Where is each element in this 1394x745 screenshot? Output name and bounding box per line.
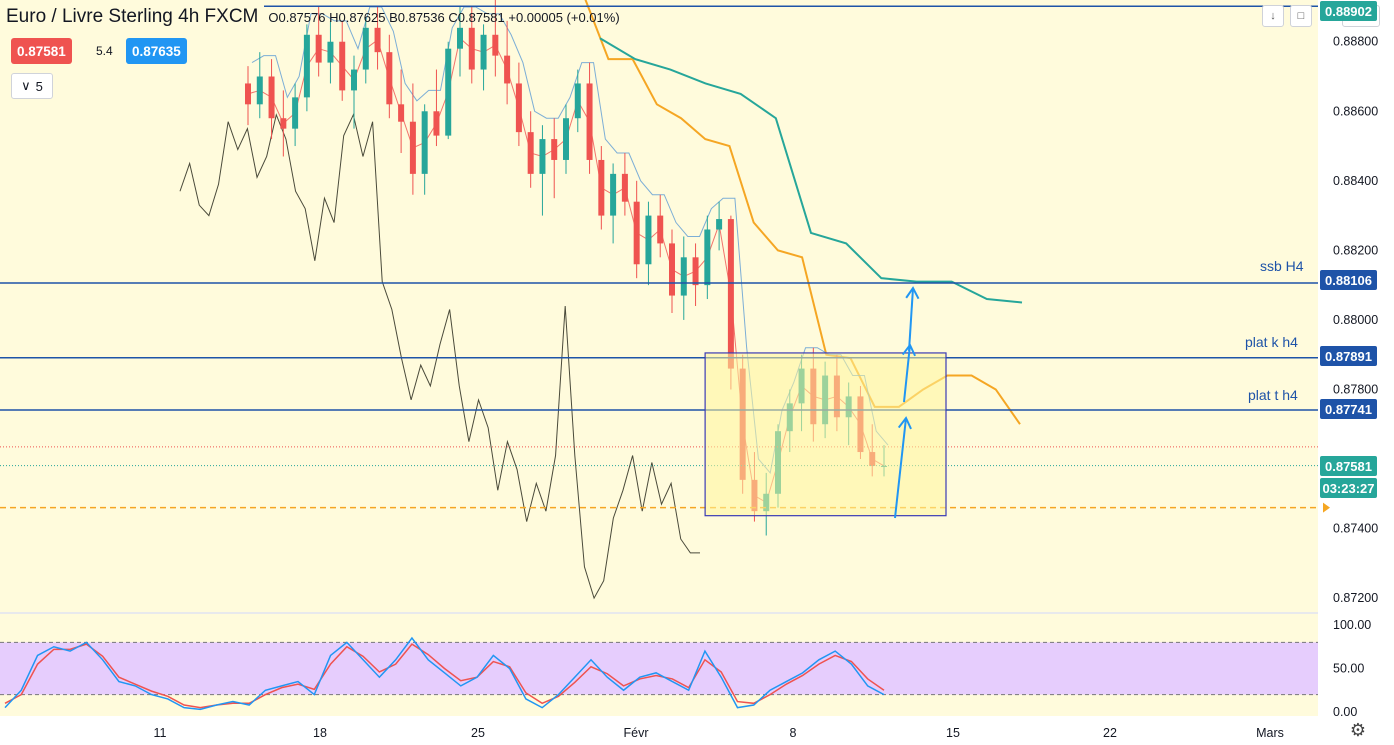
candle-body (421, 111, 428, 174)
price-tick-label: 0.88000 (1333, 313, 1378, 327)
arrow-down-icon[interactable]: ↓ (1262, 5, 1284, 27)
ssb-line (599, 37, 1023, 304)
candle-body (716, 219, 723, 230)
stoch-tick-label: 100.00 (1333, 618, 1371, 632)
candle-body (480, 34, 487, 70)
candle-body (315, 34, 322, 63)
maximize-icon[interactable]: □ (1290, 5, 1312, 27)
plat-t-price-label: 0.87741 (1320, 399, 1377, 419)
buy-button[interactable]: 0.87635 (126, 38, 187, 64)
candle-body (692, 257, 699, 286)
candle-body (303, 34, 310, 98)
time-tick-label: 8 (790, 726, 797, 740)
candle-body (268, 76, 275, 119)
candle-body (610, 173, 617, 216)
countdown-label: 03:23:27 (1320, 478, 1377, 498)
arrow-up-1-head (897, 416, 912, 430)
time-tick-label: 22 (1103, 726, 1117, 740)
price-tick-label: 0.88800 (1333, 35, 1378, 49)
ssb-price-label: 0.88106 (1320, 270, 1377, 290)
candle-body (504, 55, 511, 84)
alert-marker-icon (1323, 502, 1330, 513)
price-pane-bg (0, 0, 1318, 612)
candle-body (551, 139, 558, 160)
sell-button[interactable]: 0.87581 (11, 38, 72, 64)
candle-body (645, 215, 652, 265)
current-price-label: 0.87581 (1320, 456, 1377, 476)
candle-body (574, 83, 581, 119)
price-tick-label: 0.88400 (1333, 174, 1378, 188)
candle-body (492, 34, 499, 56)
candle-body (327, 41, 334, 63)
candle-body (468, 27, 475, 70)
ssb-line-tag: ssb H4 (1260, 258, 1304, 274)
arrow-up-3-shaft (908, 287, 914, 352)
candle-body (657, 215, 664, 244)
time-tick-label: Févr (624, 726, 649, 740)
settings-gear-icon[interactable]: ⚙ (1349, 719, 1367, 740)
candle-body (386, 52, 393, 105)
price-tick-label: 0.88200 (1333, 243, 1378, 257)
top-price-label: 0.88902 (1320, 1, 1377, 21)
chevron-down-icon: ∨ (21, 78, 31, 93)
plat-t-line-tag: plat t h4 (1248, 387, 1298, 403)
stoch-d-line (4, 643, 885, 709)
candle-body (704, 229, 711, 286)
price-axis-bg (1318, 0, 1394, 745)
price-tick-label: 0.88600 (1333, 104, 1378, 118)
lots-dropdown[interactable]: ∨ 5 (11, 73, 53, 99)
time-tick-label: Mars (1256, 726, 1284, 740)
candle-body (527, 132, 534, 174)
stoch-tick-label: 0.00 (1333, 705, 1357, 719)
lots-value: 5 (35, 78, 43, 94)
candle-body (633, 201, 640, 265)
price-tick-label: 0.87400 (1333, 522, 1378, 536)
candle-body (280, 118, 287, 129)
candle-body (409, 121, 416, 174)
price-tick-label: 0.87800 (1333, 382, 1378, 396)
candle-body (398, 104, 405, 122)
candle-body (621, 173, 628, 202)
candle-body (669, 243, 675, 296)
range-highlight-box (704, 352, 947, 517)
candle-body (539, 139, 546, 174)
candle-body (362, 27, 369, 70)
lagging-span-line (179, 113, 700, 600)
time-tick-label: 11 (154, 726, 167, 740)
candle-body (457, 27, 463, 49)
candle-body (515, 83, 522, 133)
candle-body (339, 41, 346, 91)
candle-body (256, 76, 263, 105)
arrow-up-2-shaft (903, 344, 911, 403)
stoch-tick-label: 50.00 (1333, 662, 1364, 676)
stoch-band (0, 642, 1318, 695)
time-tick-label: 18 (313, 726, 327, 740)
symbol-title[interactable]: Euro / Livre Sterling 4h FXCM (0, 4, 265, 30)
candle-body (598, 159, 605, 216)
candle-body (374, 27, 381, 53)
price-tick-label: 0.87200 (1333, 591, 1378, 605)
plat-k-line-tag: plat k h4 (1245, 334, 1298, 350)
candle-body (727, 219, 734, 369)
candle-body (292, 97, 299, 129)
time-tick-label: 15 (946, 726, 960, 740)
chart-header: Euro / Livre Sterling 4h FXCM O0.87576 H… (0, 0, 620, 34)
stoch-k-line (4, 636, 885, 711)
arrow-up-3-head (905, 286, 920, 300)
time-tick-label: 25 (471, 726, 485, 740)
candle-body (586, 83, 593, 160)
candle-body (445, 48, 452, 136)
candle-body (245, 83, 251, 105)
spread-value: 5.4 (96, 44, 113, 58)
arrow-up-1-shaft (894, 417, 907, 519)
candle-body (351, 69, 357, 91)
candle-body (563, 118, 569, 160)
candle-body (680, 257, 687, 296)
candle-body (433, 111, 440, 136)
plat-k-price-label: 0.87891 (1320, 346, 1377, 366)
ohlc-readout: O0.87576 H0.87625 B0.87536 C0.87581 +0.0… (268, 9, 620, 25)
